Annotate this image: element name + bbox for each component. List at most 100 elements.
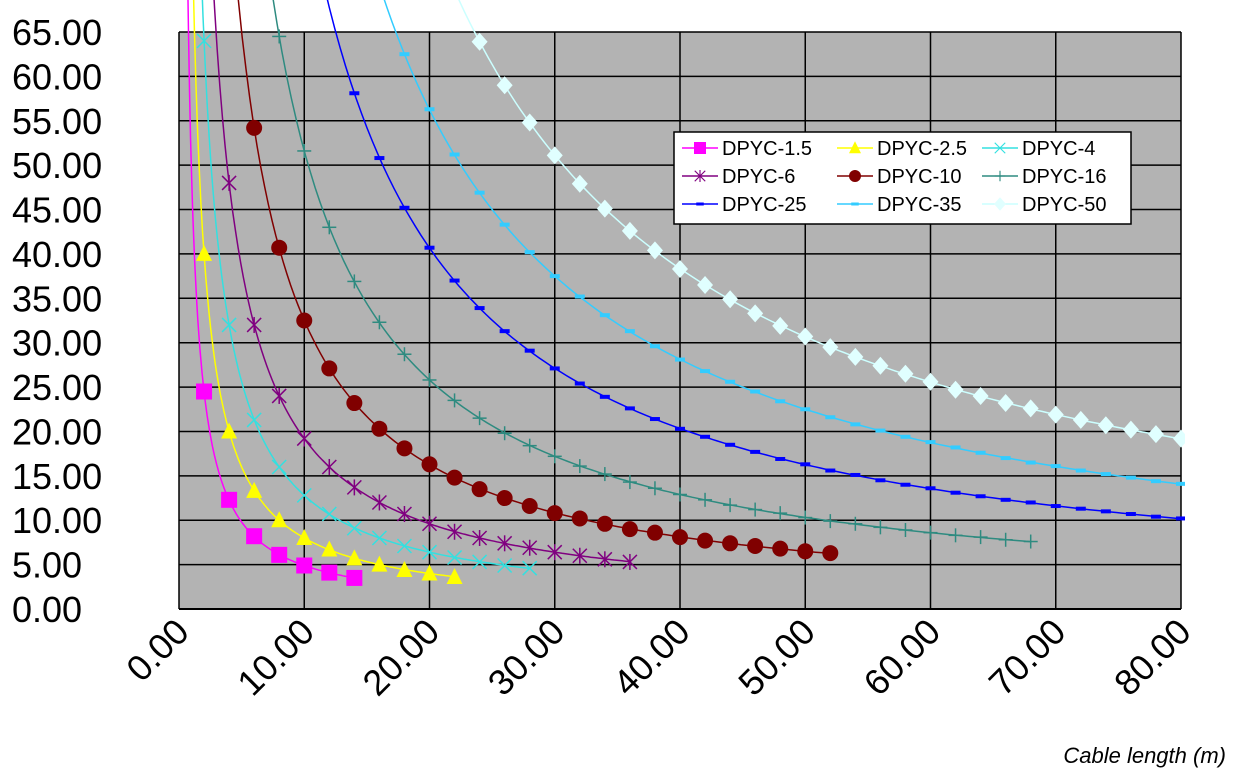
data-point — [848, 516, 863, 531]
data-point — [497, 535, 513, 552]
data-point — [994, 142, 1006, 154]
data-point — [272, 29, 287, 44]
data-point — [546, 505, 563, 522]
data-point — [346, 395, 363, 412]
y-tick-label: 45.00 — [12, 190, 102, 231]
legend-label: DPYC-35 — [877, 194, 961, 216]
series-dpyc-6 — [213, 0, 638, 570]
data-point — [421, 544, 438, 560]
data-point — [447, 549, 463, 566]
legend-marker — [994, 170, 1006, 182]
data-point — [447, 523, 463, 540]
data-point — [296, 487, 312, 503]
data-point — [748, 502, 763, 517]
y-tick-label: 50.00 — [12, 145, 102, 186]
data-point-stroke — [447, 549, 463, 566]
y-tick-label: 55.00 — [12, 101, 102, 142]
series-layer — [187, 0, 1185, 586]
data-point — [346, 549, 363, 566]
data-point-stroke — [271, 459, 287, 475]
series-line — [326, 0, 1182, 520]
legend-item: DPYC-25 — [682, 194, 806, 216]
data-point — [271, 459, 287, 475]
data-point — [947, 380, 964, 399]
data-point — [1173, 429, 1185, 448]
data-point — [849, 170, 861, 182]
data-point — [296, 312, 313, 329]
y-tick-label: 35.00 — [12, 278, 102, 319]
data-point — [797, 327, 814, 346]
legend-item: DPYC-50 — [982, 194, 1106, 216]
legend-label: DPYC-25 — [722, 194, 806, 216]
data-point — [372, 315, 387, 330]
data-point — [396, 560, 413, 577]
data-point — [396, 538, 412, 554]
data-point — [472, 411, 487, 426]
data-point — [997, 394, 1014, 413]
x-tick-label: 30.00 — [480, 611, 573, 704]
data-point — [296, 528, 313, 545]
data-point — [797, 543, 814, 560]
x-tick-label: 10.00 — [229, 611, 322, 704]
data-point — [246, 119, 263, 136]
data-point — [722, 535, 739, 552]
data-point — [422, 372, 437, 387]
data-point — [823, 514, 838, 529]
data-point — [822, 338, 839, 357]
legend-label: DPYC-1.5 — [722, 138, 812, 160]
data-point — [723, 498, 738, 513]
data-point — [371, 530, 387, 546]
data-point — [321, 540, 338, 557]
legend-marker — [994, 142, 1006, 154]
x-axis-label: Cable length (m) — [1063, 743, 1226, 768]
data-point — [371, 555, 388, 572]
data-point-stroke — [994, 142, 1006, 154]
data-point — [396, 506, 412, 523]
legend-item: DPYC-6 — [682, 166, 795, 188]
data-point — [472, 529, 488, 546]
data-point-stroke — [296, 487, 312, 503]
data-point — [571, 510, 588, 527]
data-point — [747, 537, 764, 554]
data-point — [622, 475, 637, 490]
series-dpyc-16 — [272, 0, 1038, 549]
data-point-stroke — [396, 538, 412, 554]
data-point — [923, 525, 938, 540]
legend-item: DPYC-2.5 — [837, 138, 967, 160]
data-point — [446, 568, 463, 585]
data-point — [597, 551, 613, 568]
data-point — [322, 220, 337, 235]
data-point — [396, 440, 413, 457]
data-point — [246, 528, 263, 545]
data-point — [221, 317, 237, 333]
data-point — [421, 456, 438, 473]
data-point — [447, 393, 462, 408]
legend-marker — [849, 170, 861, 182]
legend-label: DPYC-16 — [1022, 166, 1106, 188]
data-point — [246, 316, 262, 333]
legend: DPYC-1.5 DPYC-2.5 DPYC-4 DPYC-6 DPYC-10 DPYC-… — [673, 131, 1132, 225]
data-point — [321, 458, 337, 475]
data-point-stroke — [221, 317, 237, 333]
data-point — [646, 524, 663, 541]
data-point-stroke — [321, 506, 337, 522]
data-point — [371, 494, 387, 511]
data-point — [421, 515, 438, 532]
data-point — [271, 511, 288, 528]
series-dpyc-50 — [458, 0, 1185, 448]
series-line — [201, 0, 530, 570]
y-tick-label: 0.00 — [12, 589, 82, 630]
data-point — [622, 553, 638, 570]
series-dpyc-25 — [326, 0, 1185, 521]
data-point — [849, 141, 861, 154]
data-point — [547, 449, 562, 464]
data-point — [897, 364, 914, 383]
data-point — [246, 481, 263, 498]
data-point — [994, 197, 1006, 211]
data-point-stroke — [421, 544, 438, 560]
data-point — [822, 545, 839, 562]
legend-marker — [994, 197, 1006, 211]
data-point — [572, 459, 587, 474]
legend-item: DPYC-4 — [982, 138, 1095, 160]
y-tick-label: 10.00 — [12, 500, 102, 541]
